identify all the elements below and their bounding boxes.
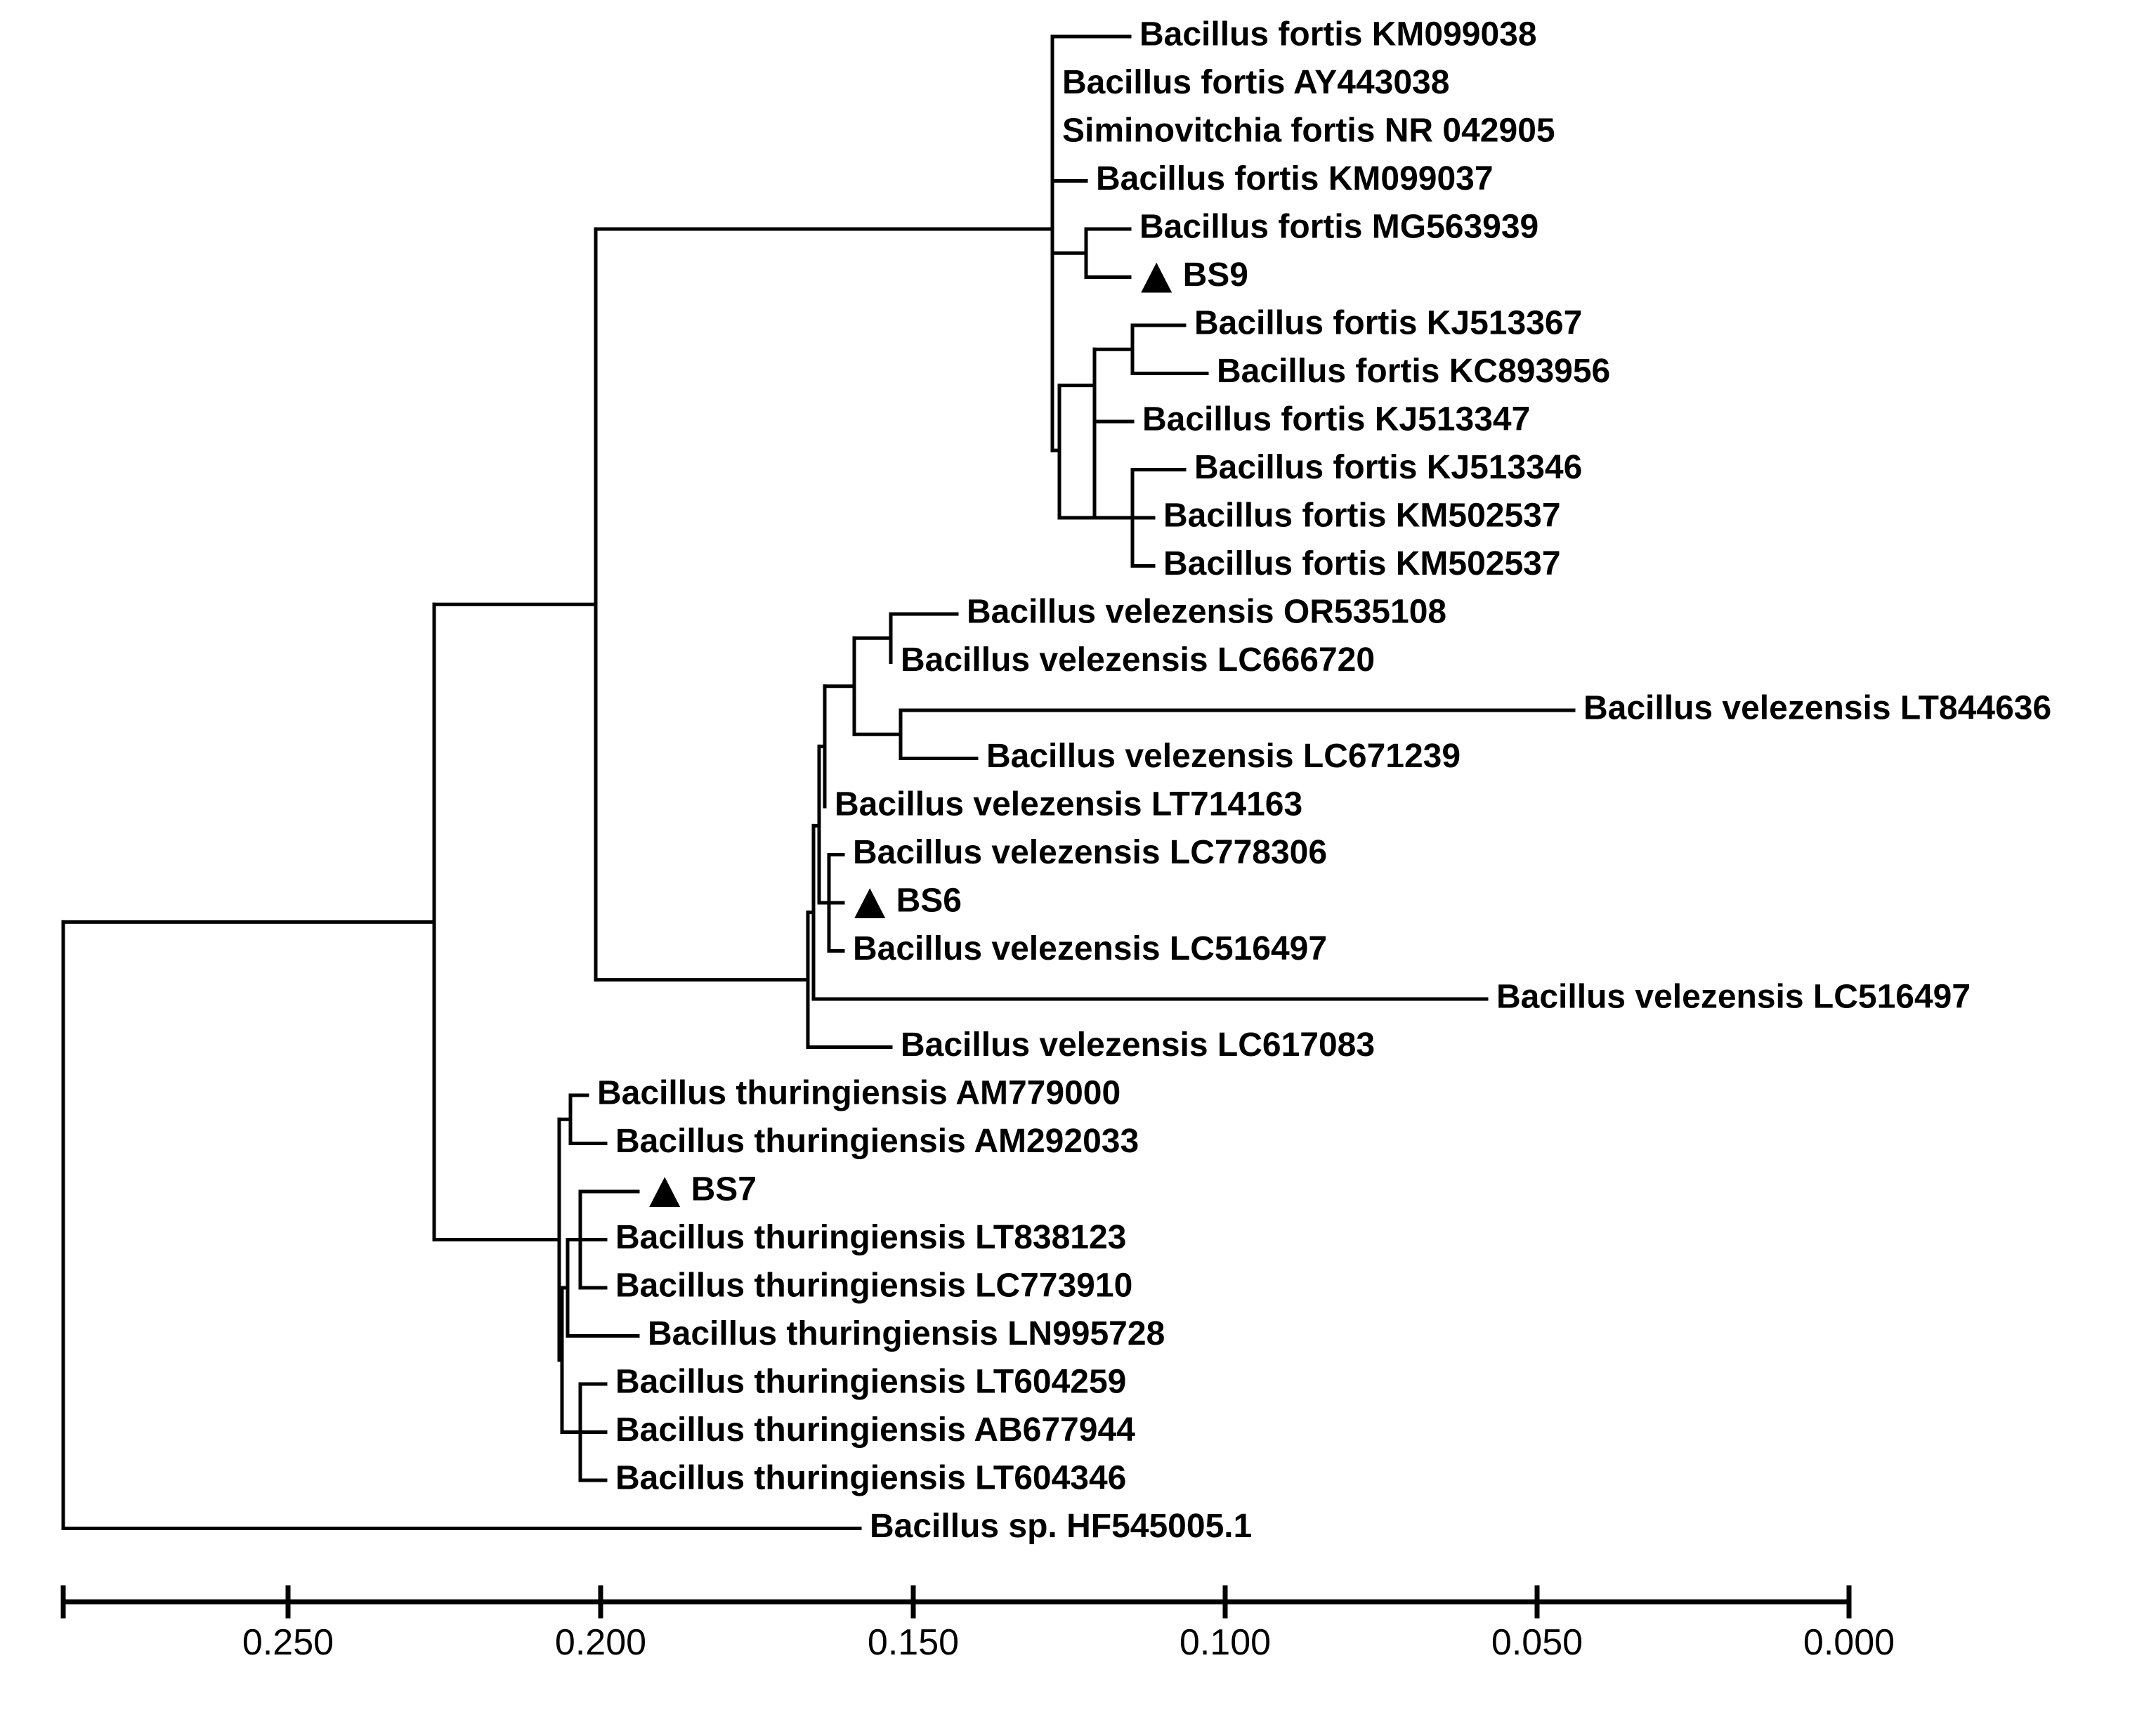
taxon-label: BS6 [896, 882, 962, 920]
taxon-label: Bacillus fortis KC893956 [1217, 353, 1610, 390]
axis-tick-label: 0.000 [1803, 1622, 1895, 1663]
marker-triangle-icon [1141, 263, 1172, 293]
taxon-label: BS9 [1183, 256, 1248, 294]
taxon-label: Bacillus fortis KM099038 [1139, 16, 1537, 53]
taxon-label: Bacillus velezensis LT844636 [1583, 690, 2051, 727]
taxon-label: Bacillus fortis KJ513367 [1194, 305, 1582, 342]
taxon-label: Bacillus thuringiensis LC773910 [615, 1267, 1132, 1305]
taxon-label: Bacillus thuringiensis AM779000 [597, 1075, 1121, 1112]
taxon-label: Bacillus velezensis LC778306 [853, 834, 1327, 871]
taxon-label: Bacillus fortis AY443038 [1062, 64, 1449, 101]
taxon-label: Bacillus fortis MG563939 [1139, 209, 1538, 246]
phylogenetic-tree: Bacillus fortis KM099038 Bacillus fortis … [0, 0, 2156, 1710]
axis-tick-label: 0.200 [555, 1622, 646, 1663]
taxon-label: Bacillus fortis KM099037 [1096, 160, 1494, 197]
taxon-label: Bacillus velezensis LC666720 [901, 641, 1375, 679]
marker-triangle-icon [649, 1177, 680, 1207]
taxon-label: Bacillus thuringiensis AB677944 [615, 1411, 1135, 1449]
axis-tick-label: 0.050 [1491, 1622, 1583, 1663]
axis-tick-label: 0.150 [868, 1622, 959, 1663]
taxon-label: Bacillus fortis KJ513347 [1142, 401, 1530, 438]
taxon-label: Bacillus velezensis LT714163 [835, 786, 1302, 823]
taxon-label: Bacillus fortis KJ513346 [1194, 449, 1582, 486]
taxon-label: Bacillus sp. HF545005.1 [870, 1508, 1252, 1545]
taxon-label: Bacillus thuringiensis AM292033 [615, 1123, 1139, 1160]
taxon-label: Bacillus velezensis LC516497 [853, 930, 1327, 967]
taxon-label: Bacillus velezensis LC617083 [901, 1026, 1375, 1064]
taxon-label: Bacillus velezensis OR535108 [967, 594, 1446, 631]
taxon-label: Bacillus thuringiensis LN995728 [648, 1315, 1165, 1352]
taxon-label: Bacillus velezensis LC516497 [1496, 979, 1971, 1016]
taxon-label: Bacillus fortis KM502537 [1163, 497, 1561, 535]
axis-tick-label: 0.250 [242, 1622, 334, 1663]
taxon-label: Bacillus thuringiensis LT604346 [615, 1460, 1126, 1497]
taxon-label: BS7 [691, 1171, 757, 1208]
taxon-label: Bacillus thuringiensis LT838123 [615, 1219, 1126, 1256]
marker-triangle-icon [854, 888, 885, 918]
axis-tick-label: 0.100 [1180, 1622, 1271, 1663]
taxon-label: Siminovitchia fortis NR 042905 [1062, 112, 1555, 150]
taxon-label: Bacillus velezensis LC671239 [986, 738, 1461, 775]
taxon-label: Bacillus fortis KM502537 [1163, 545, 1561, 582]
taxon-label: Bacillus thuringiensis LT604259 [615, 1364, 1126, 1401]
